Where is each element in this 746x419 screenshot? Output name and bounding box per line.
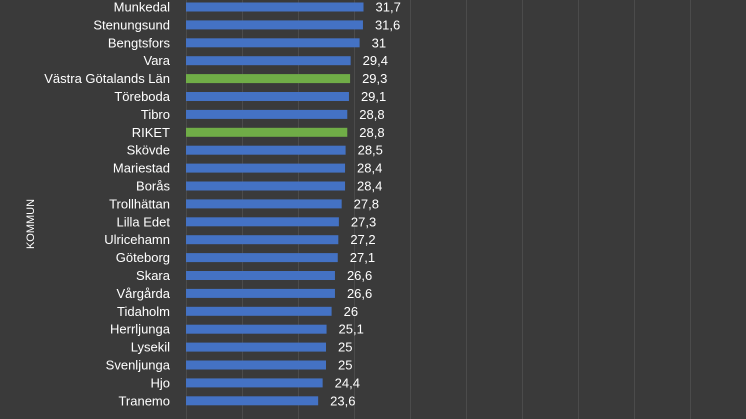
bar: [186, 38, 360, 48]
bar: [186, 145, 346, 155]
value-label: 25: [338, 340, 352, 355]
category-label: Skara: [136, 268, 171, 283]
value-label: 27,2: [350, 232, 375, 247]
bar: [186, 378, 323, 388]
value-label: 31,6: [375, 17, 400, 32]
category-label: Ulricehamn: [104, 232, 170, 247]
bar: [186, 360, 326, 370]
value-label: 28,5: [358, 143, 383, 158]
bar: [186, 342, 326, 352]
category-label: Herrljunga: [110, 322, 171, 337]
bar: [186, 306, 332, 316]
value-label: 25: [338, 358, 352, 373]
value-label: 28,8: [359, 107, 384, 122]
category-label: Bengtsfors: [108, 35, 171, 50]
category-label: Tibro: [141, 107, 170, 122]
category-label: Tranemo: [118, 393, 170, 408]
bar: [186, 74, 351, 84]
value-label: 28,8: [359, 125, 384, 140]
category-label: Vårgårda: [117, 286, 171, 301]
category-label: Västra Götalands Län: [44, 71, 170, 86]
bar: [186, 217, 339, 227]
bar: [186, 20, 363, 30]
value-label: 31: [372, 35, 386, 50]
category-label: Göteborg: [116, 250, 170, 265]
bar: [186, 163, 346, 173]
value-label: 28,4: [357, 179, 382, 194]
bar: [186, 2, 364, 12]
bar: [186, 235, 339, 245]
bar: [186, 271, 335, 280]
category-label: Borås: [136, 179, 170, 194]
category-label: Munkedal: [114, 0, 170, 15]
y-axis-title: KOMMUN: [25, 199, 37, 249]
bar: [186, 288, 335, 298]
bars: [186, 2, 364, 406]
value-labels: 31,7 31,6 31 29,4 29,3 29,1 28,8 28,8 28,5 28,4 28…: [330, 0, 401, 408]
category-label: RIKET: [132, 125, 170, 140]
category-label: Mariestad: [113, 161, 170, 176]
value-label: 26,6: [347, 286, 372, 301]
gridlines: [186, 0, 691, 419]
bar: [186, 199, 342, 209]
bar: [186, 92, 349, 101]
value-label: 27,3: [351, 214, 376, 229]
category-labels: Munkedal Stenungsund Bengtsfors Vara Västra …: [44, 0, 171, 408]
bar: [186, 109, 348, 119]
category-label: Vara: [144, 53, 171, 68]
value-label: 28,4: [357, 161, 382, 176]
bar: [186, 181, 346, 191]
bar: [186, 127, 348, 137]
category-label: Lysekil: [131, 340, 170, 355]
value-label: 29,1: [361, 89, 386, 104]
category-label: Lilla Edet: [117, 214, 171, 229]
value-label: 27,1: [350, 250, 375, 265]
value-label: 25,1: [339, 322, 364, 337]
value-label: 29,4: [363, 53, 388, 68]
category-label: Hjo: [150, 375, 170, 390]
value-label: 23,6: [330, 393, 355, 408]
bar: [186, 253, 338, 263]
value-label: 29,3: [362, 71, 387, 86]
value-label: 24,4: [335, 375, 360, 390]
category-label: Trollhättan: [109, 196, 170, 211]
bar: [186, 396, 319, 406]
bar: [186, 56, 351, 66]
category-label: Töreboda: [114, 89, 170, 104]
category-label: Tidaholm: [117, 304, 170, 319]
category-label: Skövde: [127, 143, 170, 158]
category-label: Svenljunga: [106, 358, 171, 373]
value-label: 26,6: [347, 268, 372, 283]
category-label: Stenungsund: [93, 17, 170, 32]
bar: [186, 324, 327, 334]
value-label: 27,8: [354, 196, 379, 211]
value-label: 26: [344, 304, 358, 319]
value-label: 31,7: [376, 0, 401, 15]
